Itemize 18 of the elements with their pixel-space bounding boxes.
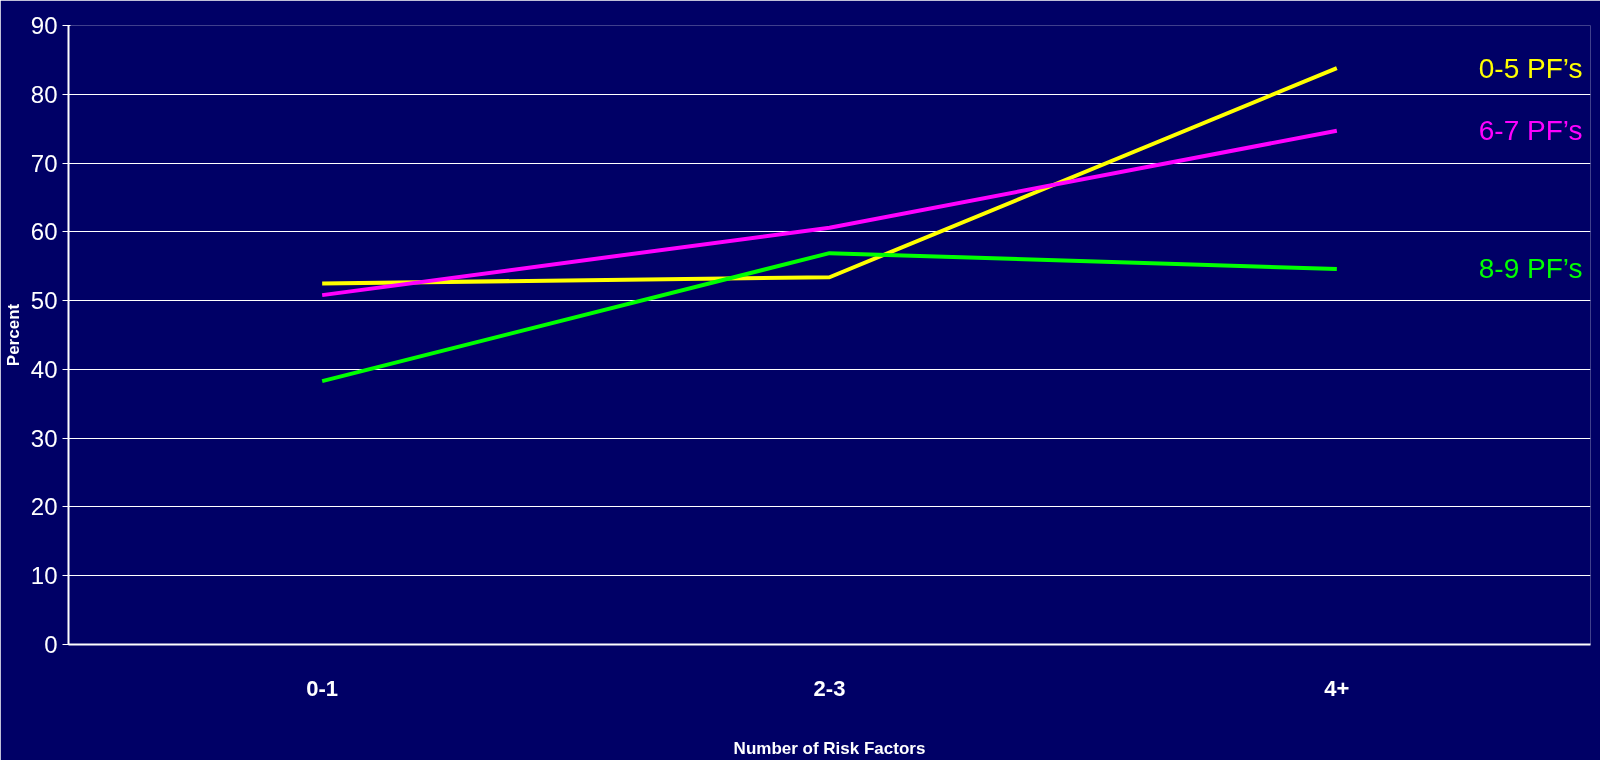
text: 6-7 PF’s xyxy=(1478,115,1583,147)
y-tick-label: 30 xyxy=(30,424,58,452)
x-tick-label: 0-1 xyxy=(306,675,339,701)
y-tick-label: 50 xyxy=(30,287,58,315)
y-tick-label: 20 xyxy=(30,493,58,521)
x-tick-label: 2-3 xyxy=(813,675,846,701)
y-tick-label: 0 xyxy=(44,631,58,658)
x-tick-label: 4+ xyxy=(1324,675,1350,701)
y-tick-label: 60 xyxy=(30,218,58,246)
text: 8-9 PF’s xyxy=(1478,253,1583,285)
y-axis-title: Percent xyxy=(3,303,23,367)
y-tick-label: 90 xyxy=(30,12,58,39)
y-tick-label: 70 xyxy=(30,149,58,177)
text: 0-5 PF’s xyxy=(1478,52,1583,84)
y-tick-label: 10 xyxy=(30,562,58,590)
y-tick-label: 80 xyxy=(30,80,58,108)
x-axis-title: Number of Risk Factors xyxy=(733,738,926,758)
y-tick-label: 40 xyxy=(30,355,58,383)
